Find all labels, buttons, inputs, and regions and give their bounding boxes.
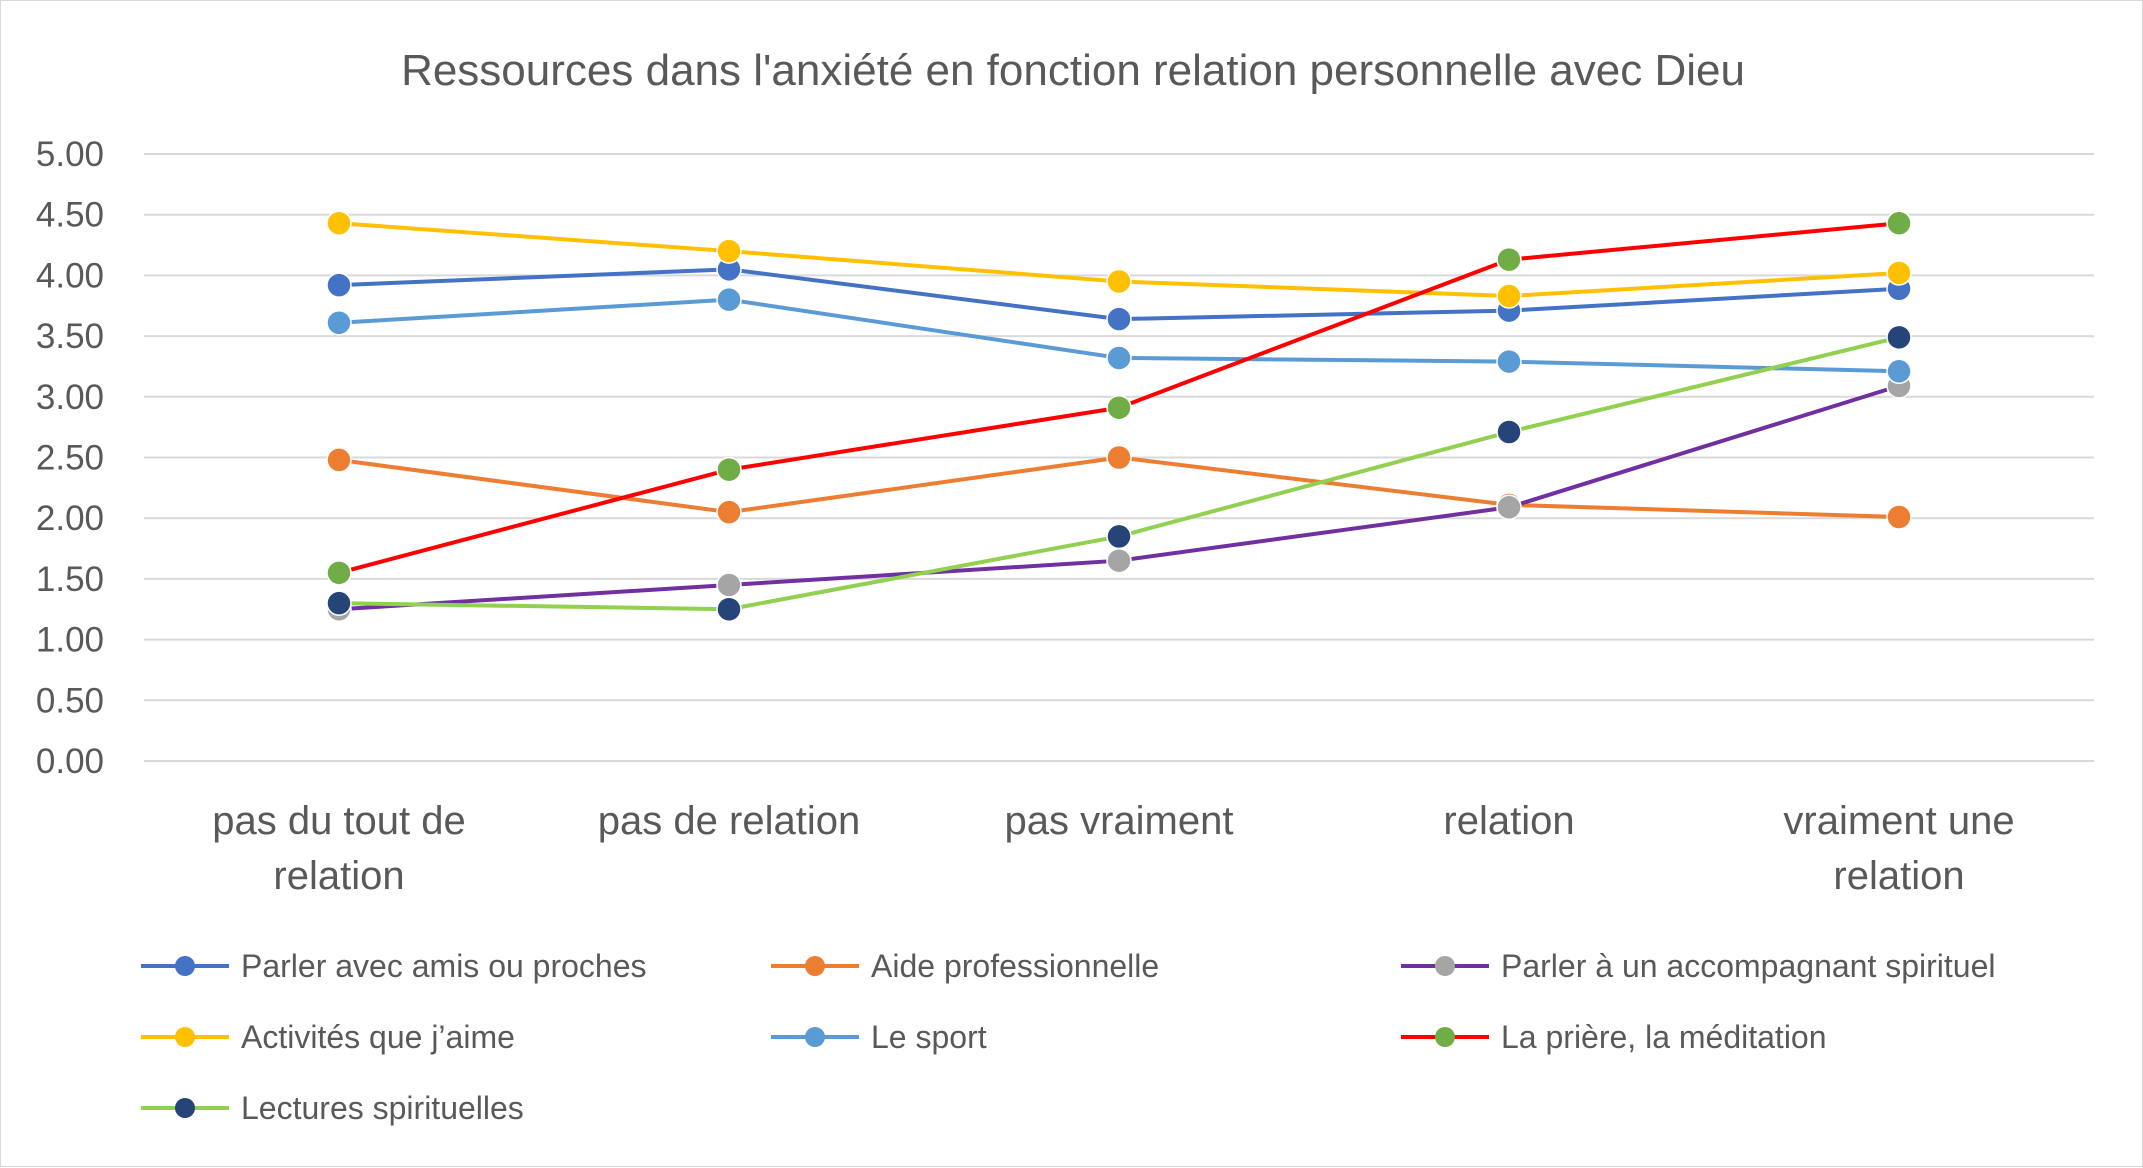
- data-point: [1496, 348, 1522, 375]
- legend-marker: [805, 956, 825, 976]
- data-point: [716, 572, 742, 598]
- data-point: [326, 560, 352, 586]
- legend-marker: [175, 1098, 195, 1118]
- y-tick-label: 2.50: [36, 439, 104, 478]
- x-tick-label: pas de relation: [598, 799, 860, 843]
- x-axis-ticks: pas du tout de relation pas de relation pas…: [212, 799, 2014, 898]
- data-point: [1886, 504, 1912, 530]
- data-point: [1886, 210, 1912, 236]
- data-point: [326, 210, 352, 236]
- y-axis-ticks: 0.00 0.50 1.00 1.50 2.00 2.50 3.00 3.50 4.00 4.50…: [36, 135, 104, 781]
- series-7: [326, 324, 1912, 622]
- y-tick-label: 4.00: [36, 256, 104, 295]
- legend-label: La prière, la méditation: [1501, 1019, 1827, 1055]
- legend-item: Parler à un accompagnant spirituel: [1401, 948, 1996, 984]
- legend-marker: [1435, 956, 1455, 976]
- series-5: [326, 286, 1912, 385]
- legend-label: Activités que j’aime: [241, 1019, 515, 1055]
- legend-item: Aide professionnelle: [771, 948, 1159, 984]
- x-tick-label: pas vraiment: [1005, 799, 1234, 843]
- legend-label: Aide professionnelle: [871, 948, 1159, 984]
- data-point: [1886, 260, 1912, 286]
- data-point: [1106, 547, 1132, 574]
- data-point: [326, 447, 352, 473]
- data-point: [1496, 246, 1522, 273]
- data-point: [1496, 419, 1522, 445]
- y-tick-label: 0.50: [36, 681, 104, 720]
- legend-label: Le sport: [871, 1019, 987, 1055]
- data-point: [716, 499, 742, 525]
- data-point: [1496, 283, 1522, 309]
- y-tick-label: 1.50: [36, 560, 104, 599]
- legend-marker: [805, 1027, 825, 1047]
- data-point: [1106, 306, 1132, 332]
- y-tick-label: 3.00: [36, 378, 104, 417]
- legend-label: Parler à un accompagnant spirituel: [1501, 948, 1996, 984]
- legend: Parler avec amis ou proches Aide professi…: [141, 948, 1996, 1126]
- data-point: [1106, 268, 1132, 295]
- data-point: [716, 456, 742, 483]
- series-4: [326, 210, 1912, 309]
- data-point: [1106, 444, 1132, 471]
- legend-item: Parler avec amis ou proches: [141, 948, 647, 984]
- y-tick-label: 0.00: [36, 742, 104, 781]
- y-tick-label: 4.50: [36, 196, 104, 235]
- y-tick-label: 1.00: [36, 621, 104, 660]
- data-point: [716, 238, 742, 264]
- legend-label: Lectures spirituelles: [241, 1090, 524, 1126]
- legend-item: Lectures spirituelles: [141, 1090, 524, 1126]
- series-layer: [326, 210, 1912, 622]
- data-point: [1886, 358, 1912, 385]
- legend-label: Parler avec amis ou proches: [241, 948, 647, 984]
- chart-title: Ressources dans l'anxiété en fonction re…: [401, 46, 1745, 95]
- series-6: [326, 210, 1912, 586]
- data-point: [326, 309, 352, 336]
- legend-marker: [175, 1027, 195, 1047]
- data-point: [1106, 394, 1132, 421]
- y-tick-label: 2.00: [36, 499, 104, 538]
- legend-item: La prière, la méditation: [1401, 1019, 1827, 1055]
- data-point: [326, 590, 352, 616]
- legend-marker: [175, 956, 195, 976]
- legend-marker: [1435, 1027, 1455, 1047]
- data-point: [1886, 324, 1912, 351]
- data-point: [716, 596, 742, 622]
- y-tick-label: 5.00: [36, 135, 104, 174]
- x-tick-label: relation: [1443, 799, 1574, 843]
- data-point: [1106, 523, 1132, 550]
- y-tick-label: 3.50: [36, 317, 104, 356]
- legend-item: Le sport: [771, 1019, 987, 1055]
- data-point: [326, 272, 352, 298]
- x-tick-label: pas du tout de relation: [212, 799, 466, 898]
- data-point: [716, 286, 742, 313]
- x-tick-label: vraiment une relation: [1783, 799, 2014, 898]
- data-point: [1496, 494, 1522, 521]
- data-point: [1106, 345, 1132, 371]
- legend-item: Activités que j’aime: [141, 1019, 515, 1055]
